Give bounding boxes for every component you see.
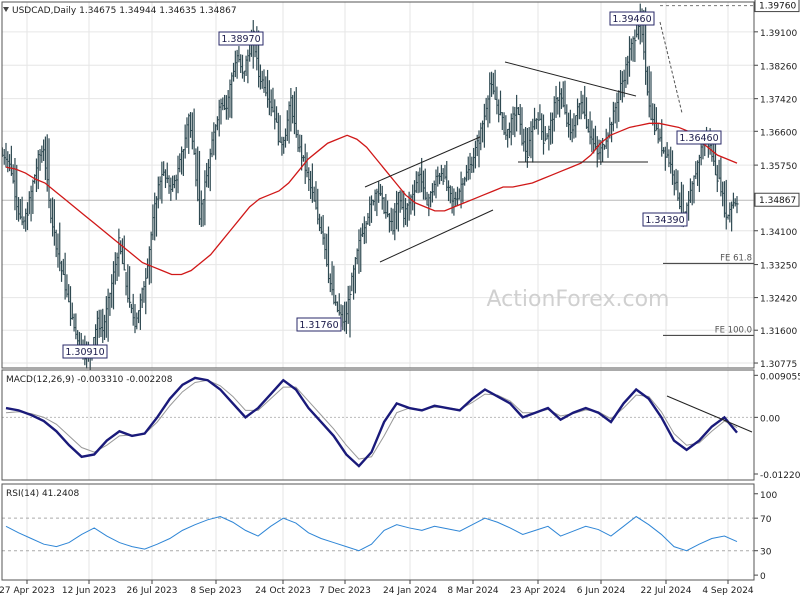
panel-frame — [1, 369, 755, 481]
frame-layer — [1, 1, 755, 581]
annotation-label: 1.38970 — [221, 34, 260, 45]
rsi-line — [5, 515, 738, 552]
ohlc-readout-value: 1.34944 — [116, 6, 156, 16]
price-tick-label: 1.35750 — [760, 162, 797, 172]
rsi-tick-label: 100 — [760, 491, 777, 501]
x-tick-label: 7 Dec 2023 — [319, 586, 371, 596]
x-tick-label: 26 Jul 2023 — [127, 586, 178, 596]
annotation-box — [296, 317, 342, 332]
price-tick-label: 1.39100 — [760, 29, 797, 39]
x-tick-label: 24 Oct 2023 — [255, 586, 311, 596]
rsi-tick-label: 0 — [760, 572, 766, 582]
rsi-panel: 100 70 30 0 RSI(14) 41.2408 — [2, 489, 777, 582]
x-tick-label: 27 Apr 2023 — [0, 586, 55, 596]
annotation-box — [62, 344, 108, 359]
fib-label: FE 100.0 — [715, 325, 752, 335]
x-tick-label: 12 Jun 2023 — [62, 586, 116, 596]
price-tag-label: 1.39760 — [759, 2, 796, 12]
price-tick-label: 1.37420 — [760, 96, 797, 106]
rsi-title: RSI(14) 41.2408 — [6, 489, 79, 499]
annotation-box — [676, 130, 722, 145]
channel-lower-line — [379, 209, 494, 263]
x-tick-label: 6 Jun 2024 — [577, 586, 626, 596]
ohlc-bars — [1, 3, 739, 371]
macd-signal-line — [5, 379, 738, 460]
annotation-label: 1.30910 — [65, 347, 104, 358]
x-tick-label: 24 Jan 2024 — [383, 586, 437, 596]
watermark: ActionForex.com — [487, 287, 670, 312]
rsi-tick-label: 30 — [760, 548, 772, 558]
x-tick-label: 4 Sep 2024 — [702, 586, 754, 596]
x-tick-label: 23 Apr 2024 — [510, 586, 566, 596]
macd-panel: 0.009055 0.00 -0.012209 MACD(12,26,9) -0.00… — [2, 372, 800, 481]
x-tick-label: 8 Sep 2023 — [190, 586, 241, 596]
price-tag-box — [754, 192, 800, 207]
macd-tick-label: 0.009055 — [760, 372, 800, 382]
ohlc-readout-value: 1.34675 — [79, 6, 116, 16]
macd-tick-label: -0.012209 — [760, 471, 800, 481]
panel-frame — [1, 1, 755, 369]
price-tick-label: 1.34100 — [760, 228, 797, 238]
rsi-tick-label: 70 — [760, 515, 772, 525]
annotation-label: 1.34390 — [645, 215, 684, 226]
title-arrow-icon — [3, 7, 9, 12]
annotation-box — [218, 31, 264, 46]
annotation-box — [642, 212, 688, 227]
macd-tick-label: 0.00 — [760, 414, 780, 424]
price-tick-label: 1.36600 — [760, 128, 797, 138]
price-tick-label: 1.33250 — [760, 262, 797, 272]
x-tick-label: 8 Mar 2024 — [447, 586, 499, 596]
panel-frame — [1, 483, 755, 581]
price-title: USDCAD,Daily 1.34675 1.34944 1.34635 1.3… — [12, 6, 237, 16]
moving-average-line — [5, 122, 738, 276]
annotation-label: 1.36460 — [679, 133, 718, 144]
price-tick-label: 1.32420 — [760, 295, 797, 305]
annotation-label: 1.31760 — [299, 320, 338, 331]
price-tick-label: 1.31600 — [760, 327, 797, 337]
price-tick-label: 1.38260 — [760, 62, 797, 72]
triangle-upper-line — [504, 61, 637, 97]
annotation-box — [609, 11, 655, 26]
ohlc-readout-value: 1.34867 — [196, 6, 236, 16]
price-tag-box — [754, 0, 800, 13]
peak-dotted-line — [659, 21, 683, 114]
fib-label: FE 61.8 — [720, 253, 752, 263]
x-tick-label: 22 Jul 2024 — [641, 586, 692, 596]
x-axis: 27 Apr 2023 12 Jun 2023 26 Jul 2023 8 Sep 2… — [0, 580, 754, 596]
macd-title: MACD(12,26,9) -0.003310 -0.002208 — [6, 375, 173, 385]
grid-layer — [2, 2, 754, 580]
price-tag-label: 1.34867 — [759, 196, 796, 206]
ohlc-readout-value: 1.34635 — [156, 6, 196, 16]
annotation-label: 1.39460 — [612, 14, 651, 25]
price-panel: 1.39100 1.38260 1.37420 1.36600 1.35750 1.341… — [1, 0, 800, 371]
price-title-symbol: USDCAD,Daily — [12, 6, 79, 16]
macd-trend-line — [666, 395, 753, 433]
macd-line — [5, 376, 738, 468]
price-tick-label: 1.30775 — [760, 360, 797, 370]
channel-upper-line — [364, 136, 481, 188]
